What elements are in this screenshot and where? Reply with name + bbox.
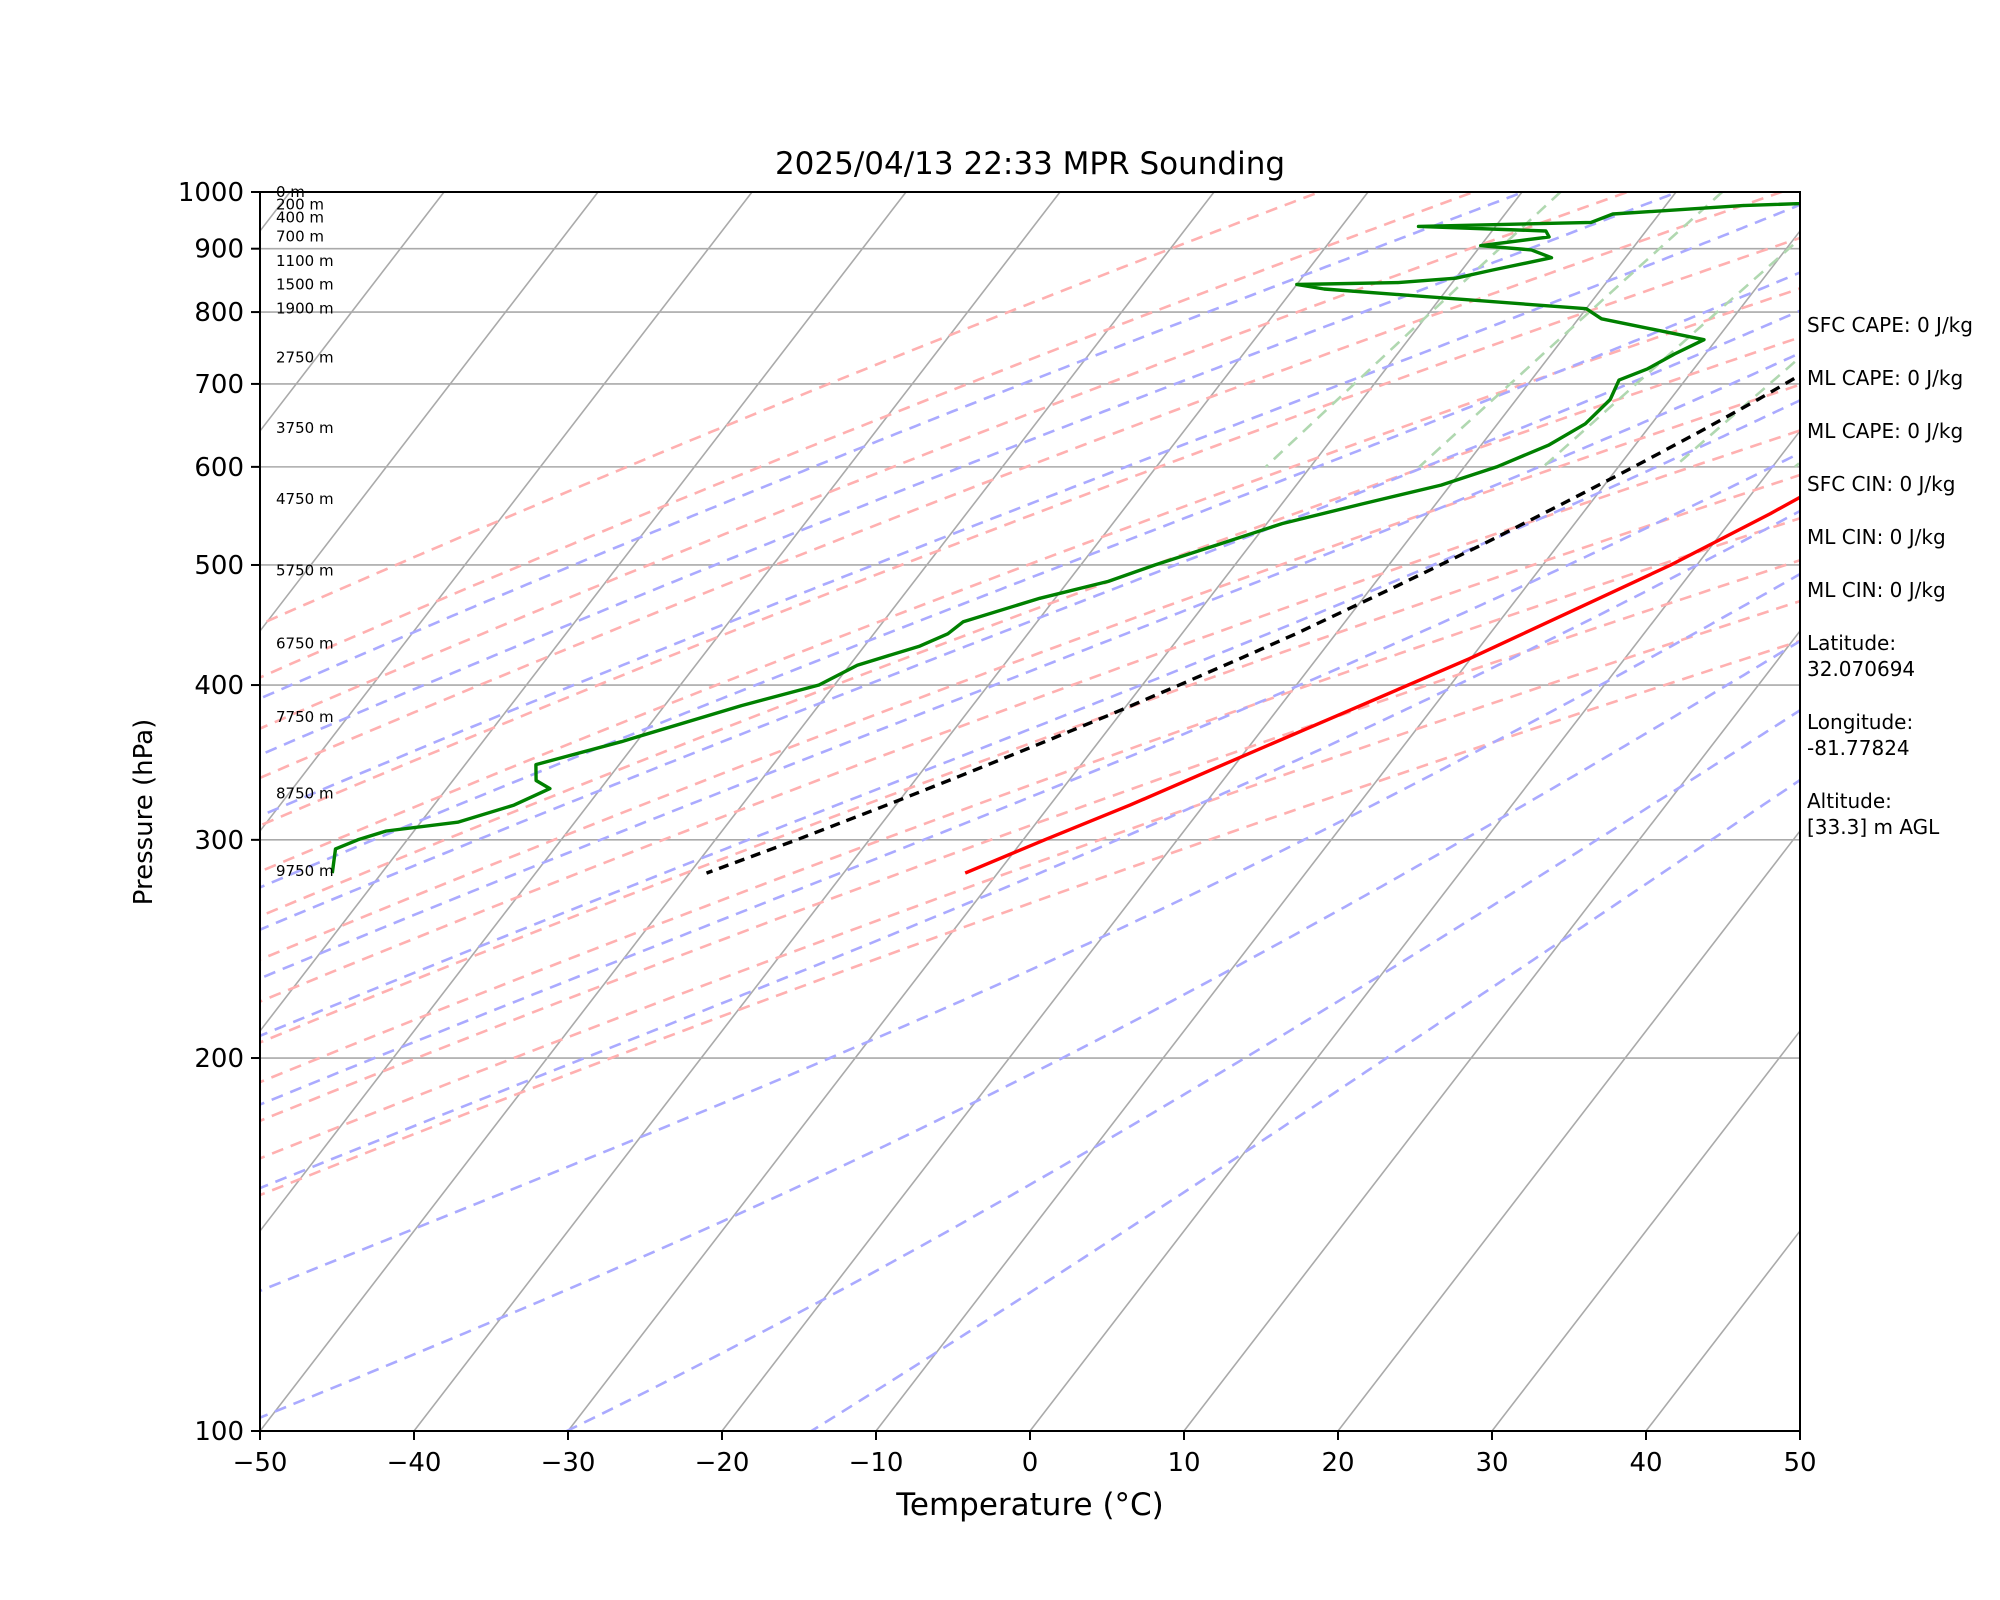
- x-tick-label: 20: [1321, 1448, 1354, 1478]
- y-tick-label: 200: [194, 1044, 244, 1074]
- y-tick-label: 900: [194, 235, 244, 265]
- dry-adiabat-line: [260, 192, 1324, 626]
- isobar-gridlines: [260, 247, 1800, 1059]
- height-label: 9750 m: [276, 862, 334, 880]
- dry-adiabat-line: [260, 192, 1478, 679]
- isotherm-line: [1644, 1229, 1800, 1431]
- plot-area: [260, 192, 1800, 1431]
- sounding-profiles: [330, 201, 1800, 875]
- dry-adiabat-lines: [260, 192, 1800, 1197]
- chart-title: 2025/04/13 22:33 MPR Sounding: [775, 146, 1285, 182]
- info-item: ML CIN: 0 J/kg: [1807, 578, 1946, 602]
- mixing-ratio-line: [1542, 237, 1800, 468]
- x-tick-label: −50: [233, 1448, 288, 1478]
- y-tick-label: 1000: [178, 178, 244, 208]
- y-tick-label: 600: [194, 453, 244, 483]
- x-tick-label: 50: [1783, 1448, 1816, 1478]
- info-item: ML CIN: 0 J/kg: [1807, 525, 1946, 549]
- x-tick-label: 10: [1167, 1448, 1200, 1478]
- moist-adiabat-line: [260, 351, 1800, 980]
- moist-adiabat-line: [260, 309, 1800, 932]
- isotherm-line: [1182, 629, 1800, 1431]
- y-tick-label: 700: [194, 370, 244, 400]
- isotherm-line: [260, 192, 446, 433]
- moist-adiabat-line: [260, 398, 1800, 1038]
- x-tick-label: −20: [695, 1448, 750, 1478]
- x-tick-label: −10: [849, 1448, 904, 1478]
- height-label: 2750 m: [276, 349, 334, 367]
- y-axis-ticks: 100 200 300 400 500 600 700 800 900 1000: [178, 178, 260, 1447]
- height-label: 5750 m: [276, 561, 334, 579]
- y-tick-label: 400: [194, 671, 244, 701]
- dry-adiabat-line: [260, 335, 1800, 918]
- height-label: 700 m: [276, 227, 324, 245]
- mixing-ratio-lines: [1264, 192, 1800, 468]
- dry-adiabat-line: [260, 192, 1786, 780]
- isotherm-line: [260, 192, 600, 633]
- mixing-ratio-line: [1418, 192, 1724, 468]
- x-axis-ticks: −50 −40 −30 −20 −10 0 10 20 30 40 50: [233, 1431, 1817, 1478]
- mixing-ratio-line: [1264, 192, 1562, 468]
- y-axis-label: Pressure (hPa): [129, 719, 159, 906]
- info-item: Altitude: [33.3] m AGL: [1807, 789, 1940, 839]
- height-label: 4750 m: [276, 490, 334, 508]
- y-tick-label: 300: [194, 826, 244, 856]
- isotherm-line: [260, 192, 754, 833]
- moist-adiabat-line: [563, 708, 1800, 1431]
- info-item: Latitude: 32.070694: [1807, 631, 1916, 681]
- info-item: Longitude: -81.77824: [1807, 710, 1914, 760]
- x-tick-label: 30: [1475, 1448, 1508, 1478]
- moist-adiabat-line: [260, 639, 1800, 1420]
- dry-adiabat-line: [260, 192, 1632, 730]
- y-tick-label: 500: [194, 551, 244, 581]
- info-item: SFC CIN: 0 J/kg: [1807, 472, 1956, 496]
- isotherm-line: [1028, 429, 1800, 1431]
- isotherm-line: [1490, 1029, 1800, 1431]
- x-tick-label: 40: [1629, 1448, 1662, 1478]
- parcel-profile-line: [705, 373, 1800, 875]
- height-label: 6750 m: [276, 635, 334, 653]
- height-label: 1900 m: [276, 300, 334, 318]
- moist-adiabat-line: [260, 451, 1800, 1106]
- height-label: 1500 m: [276, 276, 334, 294]
- height-label: 7750 m: [276, 708, 334, 726]
- moist-adiabat-line: [260, 192, 1682, 757]
- dewpoint-line: [330, 201, 1800, 874]
- dry-adiabat-line: [260, 599, 1800, 1160]
- isotherm-line: [874, 229, 1800, 1431]
- y-tick-label: 800: [194, 298, 244, 328]
- isotherm-line: [260, 192, 908, 1033]
- moist-adiabat-line: [260, 572, 1800, 1293]
- x-axis-label: Temperature (°C): [895, 1487, 1164, 1523]
- sounding-info-panel: SFC CAPE: 0 J/kg ML CAPE: 0 J/kg ML CAPE: …: [1807, 312, 1997, 867]
- isotherm-line: [260, 192, 1062, 1233]
- x-tick-label: 0: [1022, 1448, 1039, 1478]
- height-label: 200 m: [276, 196, 324, 214]
- info-item: SFC CAPE: 0 J/kg: [1807, 313, 1973, 337]
- height-label: 8750 m: [276, 785, 334, 803]
- temperature-line: [964, 495, 1800, 875]
- dry-adiabat-line: [260, 429, 1800, 1004]
- info-item: ML CAPE: 0 J/kg: [1807, 366, 1964, 390]
- info-item: ML CAPE: 0 J/kg: [1807, 419, 1964, 443]
- x-tick-label: −30: [541, 1448, 596, 1478]
- isotherm-line: [566, 192, 1524, 1431]
- height-label: 1100 m: [276, 252, 334, 270]
- moist-adiabat-lines: [260, 192, 1800, 1431]
- y-tick-label: 100: [194, 1417, 244, 1447]
- x-tick-label: −40: [387, 1448, 442, 1478]
- moist-adiabat-line: [260, 192, 1528, 700]
- moist-adiabat-line: [808, 778, 1800, 1431]
- height-label: 3750 m: [276, 419, 334, 437]
- isotherm-line: [720, 192, 1678, 1431]
- isotherm-line: [412, 192, 1370, 1431]
- dry-adiabat-line: [260, 516, 1800, 1084]
- dry-adiabat-line: [260, 287, 1800, 874]
- height-label: 400 m: [276, 208, 324, 226]
- isotherm-line: [1336, 829, 1800, 1431]
- dry-adiabat-line: [260, 383, 1800, 962]
